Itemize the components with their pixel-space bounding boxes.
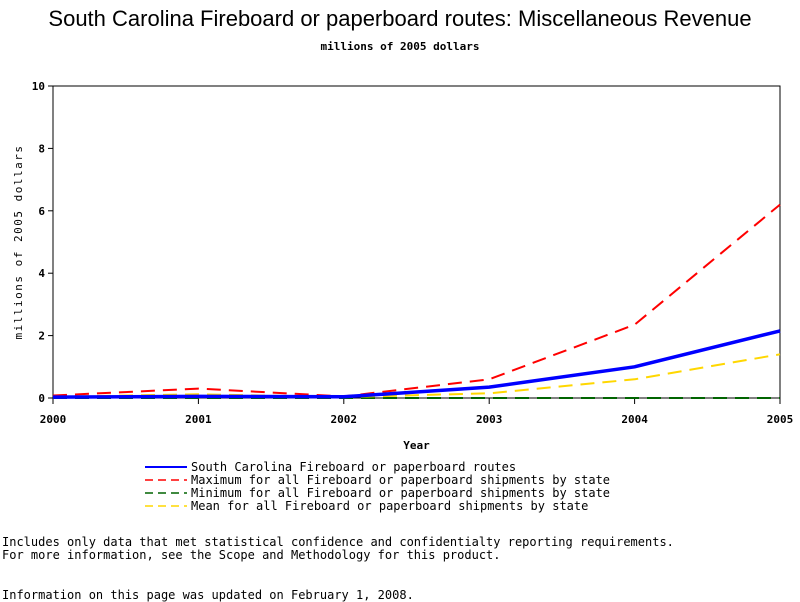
footnote-line: For more information, see the Scope and … — [2, 548, 501, 562]
chart-subtitle: millions of 2005 dollars — [320, 40, 480, 53]
y-tick-label: 6 — [38, 205, 45, 218]
series-line — [52, 329, 781, 399]
series-line — [52, 353, 781, 399]
chart-axes: 0 2 4 6 8 10 2000 2001 2002 2003 2004 2005 Year milli… — [12, 80, 793, 452]
legend-item: Minimum for all Fireboard or paperboard … — [145, 487, 610, 500]
y-tick-label: 10 — [32, 80, 45, 93]
x-tick-label: 2004 — [621, 413, 648, 426]
legend-label: Minimum for all Fireboard or paperboard … — [191, 486, 611, 500]
x-tick-label: 2005 — [767, 413, 794, 426]
chart-title: South Carolina Fireboard or paperboard r… — [48, 6, 752, 31]
x-tick-label: 2002 — [331, 413, 358, 426]
legend-label: South Carolina Fireboard or paperboard r… — [191, 460, 517, 474]
series-line — [52, 203, 781, 398]
legend-swatch — [145, 492, 187, 494]
legend-swatch — [145, 505, 187, 507]
footnote-line: Includes only data that met statistical … — [2, 535, 674, 549]
chart-legend: South Carolina Fireboard or paperboard r… — [145, 461, 610, 513]
x-tick-label: 2000 — [40, 413, 67, 426]
legend-item: Mean for all Fireboard or paperboard shi… — [145, 500, 610, 513]
x-tick-label: 2003 — [476, 413, 503, 426]
y-tick-label: 8 — [38, 142, 45, 155]
legend-item: South Carolina Fireboard or paperboard r… — [145, 461, 610, 474]
x-axis-label: Year — [403, 439, 430, 452]
chart-series — [52, 203, 781, 399]
y-tick-label: 0 — [38, 392, 45, 405]
legend-label: Maximum for all Fireboard or paperboard … — [191, 473, 611, 487]
update-note: Information on this page was updated on … — [2, 588, 414, 602]
legend-item: Maximum for all Fireboard or paperboard … — [145, 474, 610, 487]
legend-swatch — [145, 479, 187, 481]
plot-frame — [52, 85, 781, 399]
y-tick-label: 4 — [38, 267, 45, 280]
legend-swatch — [145, 466, 187, 468]
footnotes: Includes only data that met statistical … — [2, 536, 674, 562]
y-axis-label: millions of 2005 dollars — [12, 145, 25, 340]
x-tick-label: 2001 — [185, 413, 212, 426]
y-tick-label: 2 — [38, 330, 45, 343]
legend-label: Mean for all Fireboard or paperboard shi… — [191, 499, 589, 513]
